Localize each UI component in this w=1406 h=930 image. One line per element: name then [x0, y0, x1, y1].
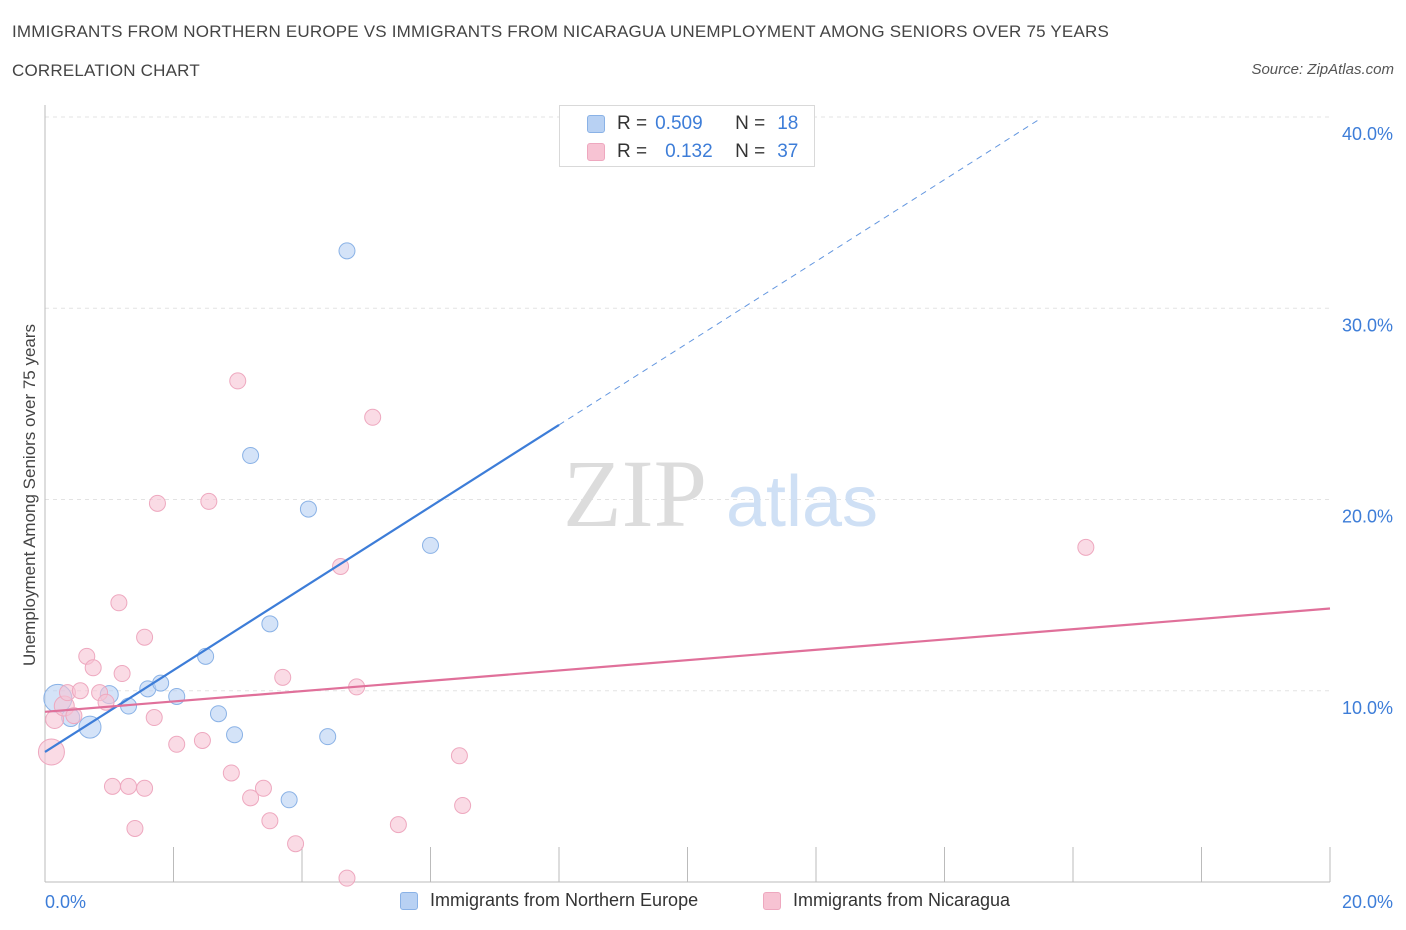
blue-point: [242, 447, 260, 465]
legend-r-value: 0.132: [665, 141, 713, 162]
blue-point: [261, 615, 279, 633]
pink-point: [338, 869, 356, 887]
bottom-legend-nicaragua: Immigrants from Nicaragua: [763, 890, 1010, 911]
pink-point: [287, 835, 305, 853]
pink-point: [364, 408, 382, 426]
blue-trend-line: [44, 423, 560, 753]
legend-swatch-blue: [587, 115, 605, 133]
chart-title: IMMIGRANTS FROM NORTHERN EUROPE VS IMMIG…: [12, 22, 1110, 41]
blue-point: [226, 726, 244, 744]
blue-point: [338, 242, 356, 260]
watermark-zip: ZIP: [563, 440, 707, 547]
legend-row-nicaragua: R = 0.132 N = 37: [560, 138, 798, 166]
pink-point: [37, 738, 65, 766]
pink-point: [222, 764, 240, 782]
pink-point: [84, 659, 102, 677]
blue-point: [209, 705, 227, 723]
blue-point: [299, 500, 317, 518]
pink-point: [1077, 538, 1095, 556]
data-points: [37, 242, 1095, 887]
blue-trend-extension: [558, 117, 1042, 426]
bottom-legend-northern-europe: Immigrants from Northern Europe: [400, 890, 698, 911]
pink-point: [168, 735, 186, 753]
blue-point: [422, 536, 439, 554]
legend-n-value: 18: [777, 113, 799, 134]
pink-point: [200, 492, 218, 510]
pink-point: [120, 777, 138, 795]
pink-point: [113, 665, 131, 683]
blue-point: [319, 728, 337, 746]
legend-n-value: 37: [777, 141, 799, 162]
pink-point: [454, 797, 472, 814]
pink-point: [193, 731, 211, 749]
pink-point: [148, 494, 166, 512]
grid-lines: [45, 116, 1330, 692]
legend-row-northern-europe: R = 0.509 N = 18: [560, 110, 798, 138]
pink-point: [110, 594, 128, 612]
y-tick-label: 40.0%: [1342, 124, 1393, 144]
pink-point: [389, 816, 407, 834]
pink-point: [242, 789, 260, 807]
pink-point: [65, 707, 83, 725]
pink-point: [261, 812, 279, 830]
pink-point: [145, 709, 163, 727]
pink-point: [136, 628, 154, 646]
blue-point: [78, 715, 102, 739]
legend-swatch-pink: [587, 143, 605, 161]
y-tick-label: 10.0%: [1342, 698, 1393, 718]
source-label: Source: ZipAtlas.com: [1251, 61, 1394, 78]
pink-point: [71, 682, 89, 700]
legend-r-value: 0.509: [655, 113, 703, 134]
y-tick-label: 20.0%: [1342, 507, 1393, 527]
pink-point: [126, 819, 144, 837]
blue-point: [280, 791, 298, 809]
pink-point: [136, 779, 154, 797]
x-tick-label: 0.0%: [45, 892, 86, 912]
chart-subtitle: CORRELATION CHART: [12, 61, 200, 80]
pink-point: [450, 747, 468, 765]
correlation-legend: R = 0.509 N = 18 R = 0.132 N = 37: [559, 105, 815, 167]
bottom-legend-label: Immigrants from Nicaragua: [793, 890, 1011, 910]
bottom-legend-swatch-blue: [400, 891, 418, 910]
pink-point: [274, 668, 292, 686]
bottom-legend-swatch-pink: [763, 891, 781, 910]
pink-trend-line: [44, 607, 1331, 713]
legend-n-label: N =: [735, 141, 766, 162]
legend-n-label: N =: [735, 113, 766, 134]
trend-lines: [44, 117, 1331, 753]
legend-r-label: R =: [617, 141, 648, 162]
x-tick-label: 20.0%: [1342, 892, 1393, 912]
y-tick-label: 30.0%: [1342, 315, 1393, 335]
tick-labels: 10.0% 20.0% 30.0% 40.0% 0.0% 20.0%: [45, 124, 1393, 912]
pink-point: [103, 777, 121, 795]
watermark-atlas: atlas: [726, 462, 878, 542]
pink-point: [229, 372, 247, 390]
pink-point: [254, 779, 272, 797]
bottom-legend-label: Immigrants from Northern Europe: [430, 890, 699, 910]
legend-r-label: R =: [617, 113, 648, 134]
